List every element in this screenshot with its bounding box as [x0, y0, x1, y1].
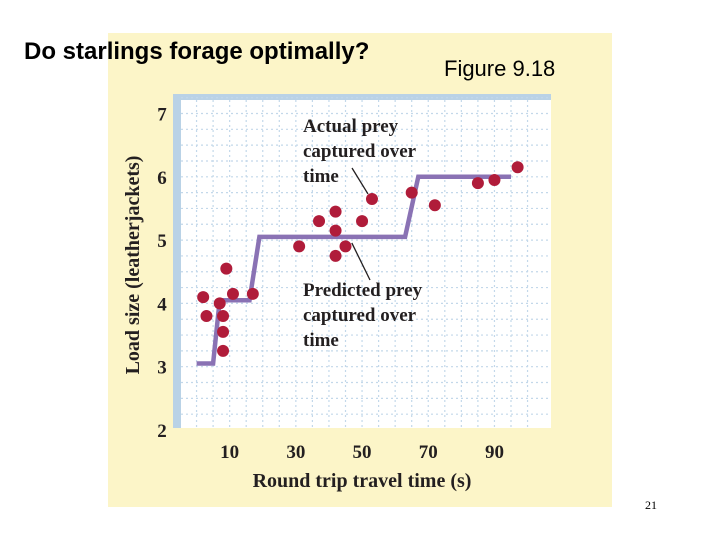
annotation-predicted-prey: captured over	[303, 305, 417, 326]
x-tick-label: 90	[485, 442, 504, 463]
y-tick-label: 5	[157, 231, 167, 252]
actual-prey-point	[329, 224, 342, 237]
actual-prey-point	[471, 177, 484, 190]
predicted-prey-line	[196, 174, 511, 366]
x-tick-label: 30	[286, 442, 305, 463]
x-tick-label: 50	[353, 442, 372, 463]
actual-prey-point	[339, 240, 352, 253]
actual-prey-point	[213, 297, 226, 310]
actual-prey-point	[217, 325, 230, 338]
y-tick-label: 2	[157, 421, 167, 442]
actual-prey-point	[405, 186, 418, 199]
actual-prey-point	[329, 205, 342, 218]
actual-prey-point	[365, 192, 378, 205]
y-axis-title: Load size (leatherjackets)	[122, 156, 144, 375]
slide-title: Do starlings forage optimally?	[24, 38, 370, 65]
annotation-actual-prey: captured over	[303, 141, 417, 162]
annotation-actual-prey: Actual prey	[303, 116, 399, 137]
actual-prey-point	[246, 287, 259, 300]
plot-left-frame	[173, 94, 181, 428]
y-tick-label: 6	[157, 168, 167, 189]
actual-prey-point	[220, 262, 233, 275]
actual-prey-point	[329, 249, 342, 262]
actual-prey-point	[200, 310, 213, 323]
actual-prey-point	[226, 287, 239, 300]
page-number: 21	[645, 498, 657, 512]
annotation-actual-prey: time	[303, 166, 339, 187]
actual-prey-point	[511, 161, 524, 174]
annotation-predicted-prey: time	[303, 330, 339, 351]
actual-prey-point	[313, 215, 326, 228]
y-tick-label: 3	[157, 358, 167, 379]
actual-prey-point	[356, 215, 369, 228]
actual-prey-point	[217, 344, 230, 357]
actual-prey-point	[217, 310, 230, 323]
x-tick-label: 10	[220, 442, 239, 463]
annotation-arrow-actual	[351, 167, 369, 195]
x-axis-title: Round trip travel time (s)	[253, 470, 472, 492]
plot-top-frame	[173, 94, 551, 100]
actual-prey-point	[197, 291, 210, 304]
actual-prey-point	[428, 199, 441, 212]
annotation-predicted-prey: Predicted prey	[303, 280, 423, 301]
actual-prey-point	[293, 240, 306, 253]
y-tick-label: 7	[157, 105, 167, 126]
actual-prey-point	[488, 173, 501, 186]
figure-label: Figure 9.18	[444, 56, 556, 81]
annotation-arrow-predicted	[351, 242, 371, 281]
x-tick-label: 70	[419, 442, 438, 463]
y-tick-label: 4	[157, 294, 167, 315]
